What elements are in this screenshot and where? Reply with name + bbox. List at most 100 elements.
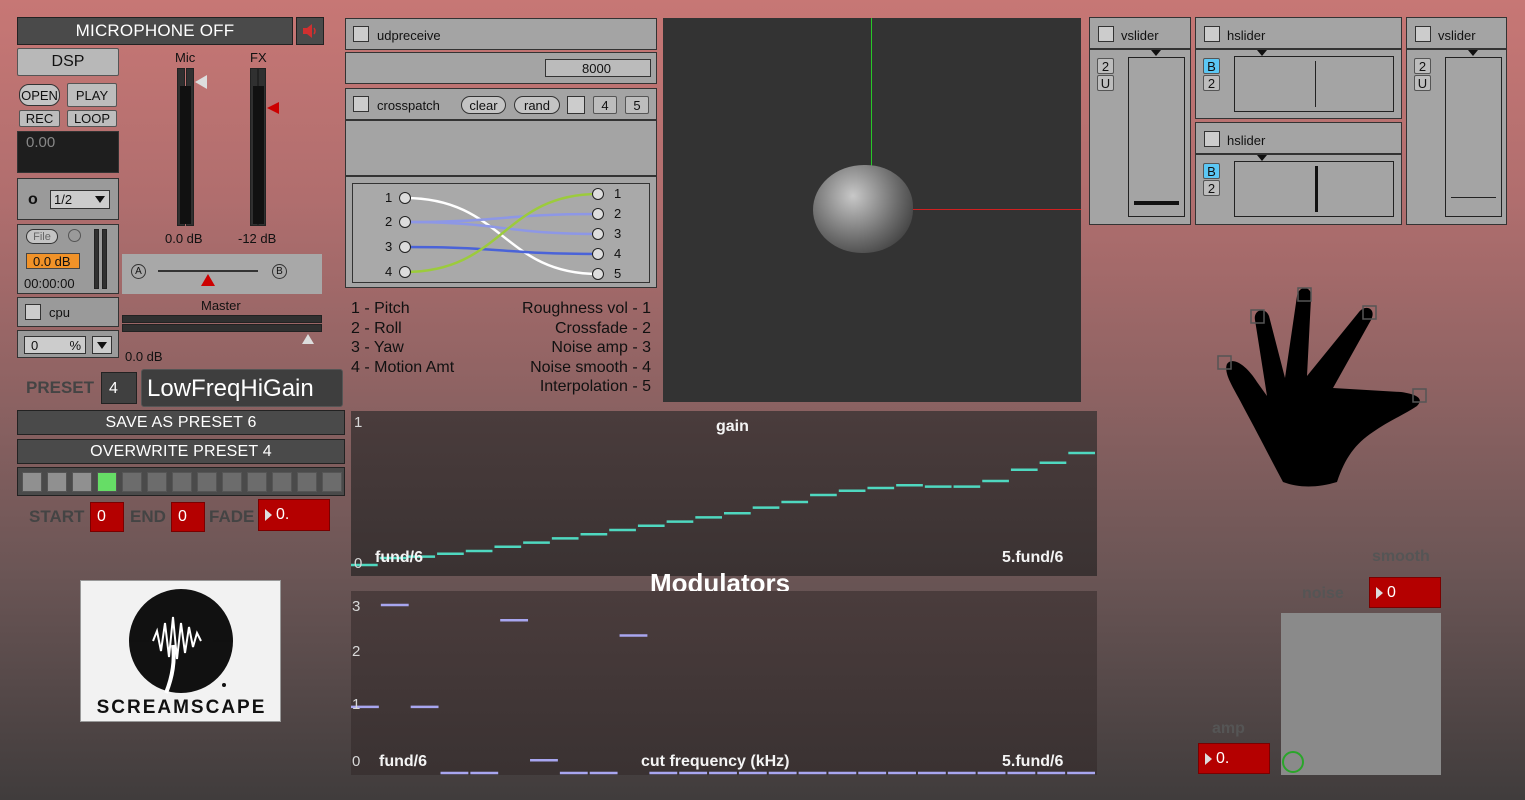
hslider-2-label: hslider bbox=[1227, 133, 1266, 148]
crosspatch-output-port[interactable] bbox=[592, 228, 604, 240]
vslider-2-thumb[interactable] bbox=[1451, 196, 1496, 198]
crosspatch-output-port[interactable] bbox=[592, 268, 604, 280]
save-preset-button[interactable]: SAVE AS PRESET 6 bbox=[17, 410, 345, 435]
crosspatch-matrix[interactable]: 1 2 3 4 1 2 3 4 5 bbox=[352, 183, 650, 283]
crossfade-a-button[interactable]: A bbox=[131, 264, 146, 279]
mic-fader-track[interactable] bbox=[180, 86, 191, 224]
input-count-box[interactable]: 4 bbox=[593, 96, 617, 114]
loop-button[interactable]: LOOP bbox=[67, 110, 117, 127]
overwrite-preset-button[interactable]: OVERWRITE PRESET 4 bbox=[17, 439, 345, 464]
cpu-menu-button[interactable] bbox=[92, 336, 112, 354]
noise-xy-pad[interactable] bbox=[1281, 613, 1441, 775]
hslider-1-thumb[interactable] bbox=[1315, 61, 1316, 107]
preset-slot-5[interactable] bbox=[122, 472, 142, 492]
udpreceive-label: udpreceive bbox=[377, 28, 441, 43]
vslider-1-checkbox[interactable] bbox=[1098, 26, 1114, 42]
crosspatch-toggle[interactable] bbox=[567, 96, 585, 114]
hslider-1-mode-a[interactable]: B bbox=[1203, 58, 1220, 74]
vslider-1-thumb[interactable] bbox=[1134, 201, 1179, 205]
udp-port-box[interactable]: 8000 bbox=[545, 59, 651, 77]
preset-slot-1[interactable] bbox=[22, 472, 42, 492]
crosspatch-output-port[interactable] bbox=[592, 248, 604, 260]
triangle-icon bbox=[1205, 752, 1212, 765]
preset-slot-3[interactable] bbox=[72, 472, 92, 492]
crosspatch-input-port[interactable] bbox=[399, 241, 411, 253]
cpu-value: 0 bbox=[31, 338, 39, 353]
preset-slot-8[interactable] bbox=[197, 472, 217, 492]
hslider-2-mode-b[interactable]: 2 bbox=[1203, 180, 1220, 196]
hslider-1-track[interactable] bbox=[1234, 56, 1394, 112]
crosspatch-output-port[interactable] bbox=[592, 208, 604, 220]
y-axis-line bbox=[871, 18, 872, 210]
crosspatch-input-port[interactable] bbox=[399, 216, 411, 228]
finger-marker-1 bbox=[1217, 355, 1232, 370]
cpu-readout-panel: 0 % bbox=[17, 330, 119, 358]
file-button[interactable]: File bbox=[26, 229, 58, 244]
vslider-2-checkbox[interactable] bbox=[1415, 26, 1431, 42]
cut-frequency-plot[interactable] bbox=[351, 591, 1097, 775]
mic-fader-handle[interactable] bbox=[195, 75, 207, 89]
end-number-box[interactable]: 0 bbox=[171, 502, 205, 532]
smooth-number-box[interactable]: 0 bbox=[1369, 577, 1441, 608]
preset-slot-13[interactable] bbox=[322, 472, 342, 492]
ratio-dropdown[interactable]: 1/2 bbox=[50, 190, 110, 209]
vslider-2-track[interactable] bbox=[1445, 57, 1502, 217]
fade-number-box[interactable]: 0. bbox=[258, 499, 330, 531]
crossfade-handle[interactable] bbox=[201, 274, 215, 286]
preset-slot-12[interactable] bbox=[297, 472, 317, 492]
preset-slot-4[interactable] bbox=[97, 472, 117, 492]
gain-x-right: 5.fund/6 bbox=[1002, 549, 1064, 566]
fx-fader-handle[interactable] bbox=[267, 102, 279, 114]
crosspatch-output-port[interactable] bbox=[592, 188, 604, 200]
input-legend-item: 3 - Yaw bbox=[351, 339, 404, 356]
amp-number-box[interactable]: 0. bbox=[1198, 743, 1270, 774]
hslider-2-thumb[interactable] bbox=[1315, 166, 1318, 212]
udpreceive-checkbox[interactable] bbox=[353, 26, 369, 42]
vslider-2-marker bbox=[1468, 50, 1478, 56]
crossfade-track[interactable] bbox=[158, 270, 258, 272]
preset-slot-7[interactable] bbox=[172, 472, 192, 492]
preset-slot-9[interactable] bbox=[222, 472, 242, 492]
preset-slot-10[interactable] bbox=[247, 472, 267, 492]
vslider-1-mode-b[interactable]: U bbox=[1097, 75, 1114, 91]
file-gain-box[interactable]: 0.0 dB bbox=[26, 253, 80, 269]
file-gain-value: 0.0 dB bbox=[33, 254, 71, 269]
3d-view[interactable] bbox=[663, 18, 1081, 402]
fx-fader-track[interactable] bbox=[253, 86, 264, 224]
vslider-1-track[interactable] bbox=[1128, 57, 1185, 217]
vslider-2-mode-a[interactable]: 2 bbox=[1414, 58, 1431, 74]
clear-button[interactable]: clear bbox=[461, 96, 506, 114]
preset-slot-11[interactable] bbox=[272, 472, 292, 492]
play-button[interactable]: PLAY bbox=[67, 83, 117, 107]
rec-button[interactable]: REC bbox=[19, 110, 60, 127]
output-count-box[interactable]: 5 bbox=[625, 96, 649, 114]
preset-slot-2[interactable] bbox=[47, 472, 67, 492]
preset-number-box[interactable]: 4 bbox=[101, 372, 137, 404]
start-number-box[interactable]: 0 bbox=[90, 502, 124, 532]
vslider-1-mode-a[interactable]: 2 bbox=[1097, 58, 1114, 74]
xy-pad-cursor[interactable] bbox=[1282, 751, 1304, 773]
dsp-button[interactable]: DSP bbox=[17, 48, 119, 76]
vslider-2-label: vslider bbox=[1438, 28, 1476, 43]
hslider-2-mode-a[interactable]: B bbox=[1203, 163, 1220, 179]
crossfade-b-button[interactable]: B bbox=[272, 264, 287, 279]
vslider-2-mode-b[interactable]: U bbox=[1414, 75, 1431, 91]
rand-button[interactable]: rand bbox=[514, 96, 560, 114]
speaker-mute-button[interactable] bbox=[296, 17, 324, 45]
hslider-2-checkbox[interactable] bbox=[1204, 131, 1220, 147]
preset-name-field[interactable]: LowFreqHiGain bbox=[141, 369, 343, 407]
microphone-toggle-button[interactable]: MICROPHONE OFF bbox=[17, 17, 293, 45]
gain-plot[interactable] bbox=[351, 411, 1097, 576]
preset-slot-6[interactable] bbox=[147, 472, 167, 492]
crosspatch-input-port[interactable] bbox=[399, 192, 411, 204]
output-legend-item: Crossfade - 2 bbox=[554, 319, 651, 337]
crosspatch-checkbox[interactable] bbox=[353, 96, 369, 112]
hslider-2-track[interactable] bbox=[1234, 161, 1394, 217]
master-fader-handle[interactable] bbox=[302, 334, 314, 344]
hslider-1-mode-b[interactable]: 2 bbox=[1203, 75, 1220, 91]
cpu-checkbox[interactable] bbox=[25, 304, 41, 320]
hslider-1-checkbox[interactable] bbox=[1204, 26, 1220, 42]
open-button[interactable]: OPEN bbox=[19, 84, 60, 106]
finger-marker-5 bbox=[1412, 388, 1427, 403]
crosspatch-input-port[interactable] bbox=[399, 266, 411, 278]
